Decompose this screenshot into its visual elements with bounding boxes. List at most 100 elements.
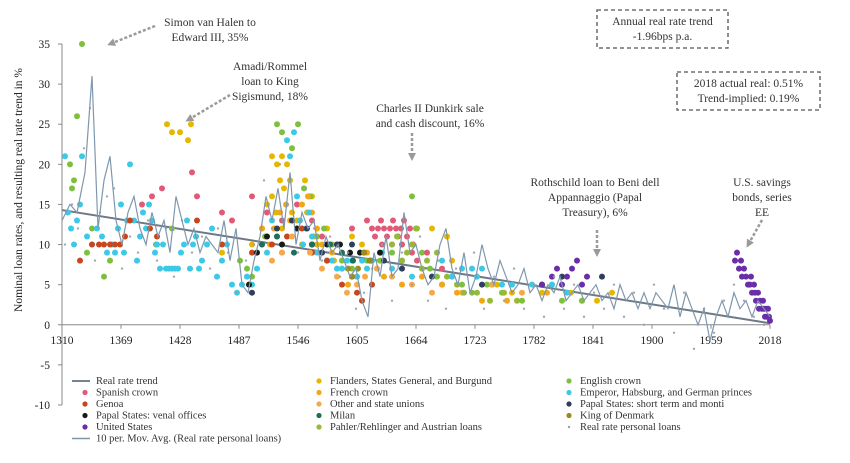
point-real-rate-personal-loans [354,307,358,310]
point-flanders-states-general-and-burgund [359,241,365,248]
stat-box-text: Annual real rate trend [612,16,713,28]
point-emperor-habsburg-and-german-princes [199,257,205,264]
point-real-rate-personal-loans [320,259,324,262]
point-papal-states-short-term-and-monti [249,289,255,296]
point-real-rate-personal-loans [672,331,676,334]
point-emperor-habsburg-and-german-princes [284,137,290,144]
point-emperor-habsburg-and-german-princes [181,241,187,248]
point-emperor-habsburg-and-german-princes [94,225,100,232]
point-real-rate-personal-loans [93,259,97,262]
point-united-states [734,249,740,256]
point-real-rate-personal-loans [732,283,736,286]
legend-label: Flanders, States General, and Burgund [330,376,493,387]
point-english-crown [419,249,425,256]
point-flanders-states-general-and-burgund [494,281,500,288]
point-genoa [101,241,107,248]
point-genoa [127,217,133,224]
legend-label: Genoa [96,399,124,410]
x-tick-label: 1782 [523,335,546,347]
point-united-states [738,257,744,264]
point-real-rate-personal-loans [105,195,109,198]
legend-swatch-dot [316,412,322,419]
annotation-line: and cash discount, 16% [376,118,485,130]
point-real-rate-personal-loans [136,251,140,254]
point-flanders-states-general-and-burgund [277,177,283,184]
y-tick-label: 30 [39,79,51,91]
point-milan [274,233,280,240]
point-emperor-habsburg-and-german-princes [62,153,68,160]
point-spanish-crown [264,209,270,216]
point-real-rate-personal-loans [444,307,448,310]
point-real-rate-personal-loans [562,307,566,310]
point-english-crown [69,185,75,192]
point-emperor-habsburg-and-german-princes [344,257,350,264]
point-real-rate-personal-loans [454,267,458,270]
point-emperor-habsburg-and-german-princes [84,233,90,240]
point-spanish-crown [407,225,413,232]
point-emperor-habsburg-and-german-princes [74,217,80,224]
point-other-and-state-unions [344,289,350,296]
point-spanish-crown [139,201,145,208]
point-real-rate-personal-loans [692,347,696,351]
point-other-and-state-unions [319,265,325,272]
legend-swatch-dot [566,389,572,396]
point-emperor-habsburg-and-german-princes [244,273,250,280]
point-flanders-states-general-and-burgund [302,177,308,184]
point-spanish-crown [439,265,445,272]
legend-label: Other and state unions [330,399,424,410]
point-united-states [756,305,762,312]
point-emperor-habsburg-and-german-princes [300,241,306,248]
y-tick-label: -10 [35,400,51,412]
legend-swatch-dot [316,378,322,384]
legend-label: Milan [330,411,356,422]
point-flanders-states-general-and-burgund [609,289,615,296]
point-french-crown [479,297,485,304]
point-real-rate-personal-loans [742,299,746,302]
point-pahler-rehlinger-and-austrian-loans [399,257,405,264]
point-spanish-crown [424,249,430,256]
point-english-crown [84,249,90,256]
point-real-rate-personal-loans [252,243,256,246]
point-real-rate-personal-loans [662,307,666,310]
point-emperor-habsburg-and-german-princes [479,265,485,272]
x-tick-label: 1546 [287,335,310,347]
x-tick-label: 1605 [346,335,369,347]
x-tick-label: 1664 [405,335,428,347]
point-flanders-states-general-and-burgund [177,129,183,136]
point-emperor-habsburg-and-german-princes [309,233,315,240]
point-french-crown [419,273,425,280]
point-papal-states-short-term-and-monti [479,281,485,288]
point-united-states [574,257,580,264]
point-spanish-crown [159,185,165,192]
point-english-crown [427,265,433,272]
point-emperor-habsburg-and-german-princes [112,249,118,256]
point-real-rate-personal-loans [216,227,220,230]
point-real-rate-personal-loans [532,283,536,286]
point-real-rate-personal-loans [146,219,150,222]
point-english-crown [79,41,85,47]
point-flanders-states-general-and-burgund [219,249,225,256]
y-tick-label: 5 [44,280,50,292]
point-flanders-states-general-and-burgund [539,289,545,296]
point-other-and-state-unions [289,233,295,240]
point-emperor-habsburg-and-german-princes [469,265,475,272]
legend-swatch-dot [316,424,322,430]
point-emperor-habsburg-and-german-princes [209,225,215,232]
point-emperor-habsburg-and-german-princes [140,209,146,216]
point-emperor-habsburg-and-german-princes [214,273,220,280]
point-other-and-state-unions [362,273,368,280]
point-real-rate-personal-loans [76,227,80,230]
point-emperor-habsburg-and-german-princes [134,257,140,264]
point-real-rate-personal-loans [592,291,596,294]
point-emperor-habsburg-and-german-princes [306,209,312,216]
point-emperor-habsburg-and-german-princes [564,289,570,296]
annotation-line: bonds, series [732,192,792,204]
point-english-crown [74,113,80,120]
x-tick-label: 1369 [110,335,133,347]
point-flanders-states-general-and-burgund [281,185,287,192]
point-emperor-habsburg-and-german-princes [204,241,210,248]
point-other-and-state-unions [279,249,285,256]
point-real-rate-personal-loans [155,259,159,262]
point-english-crown [519,297,525,304]
point-king-of-denmark [367,257,373,264]
